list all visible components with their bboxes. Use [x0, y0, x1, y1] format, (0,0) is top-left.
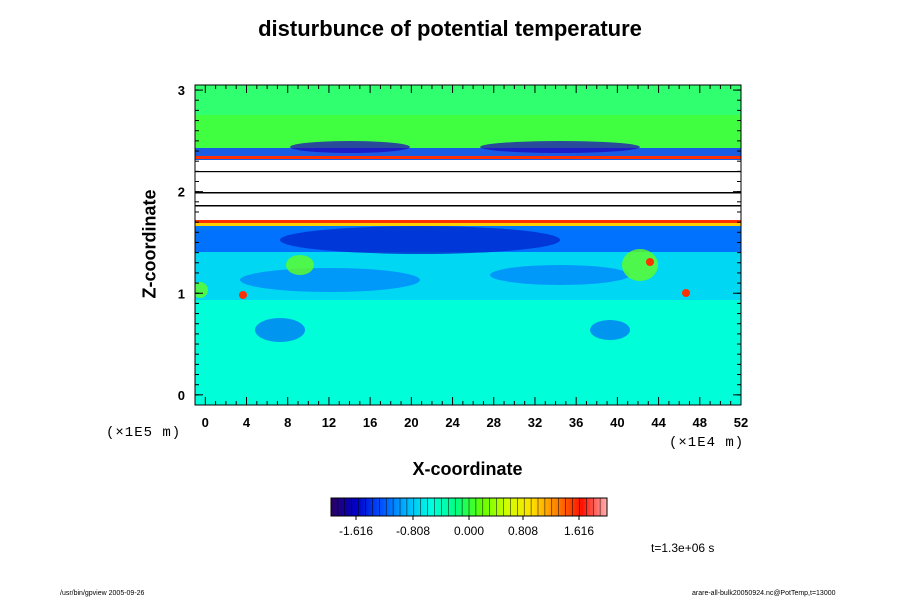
- x-tick-label: 52: [734, 415, 748, 430]
- x-tick-label: 0: [202, 415, 209, 430]
- y-axis-label: Z-coordinate: [139, 189, 160, 299]
- colorbar-tick-label: 0.000: [454, 524, 484, 538]
- footer-source: arare-all-bulk20050924.nc@PotTemp,t=1300…: [692, 590, 836, 597]
- footer-command: /usr/bin/gpview 2005-09-26: [60, 590, 145, 597]
- y-axis: 0 1 2 3: [178, 83, 741, 403]
- plot-frame: [194, 84, 742, 406]
- colorbar-tick-label: 1.616: [564, 524, 594, 538]
- x-tick-label: 40: [610, 415, 624, 430]
- x-tick-label: 16: [363, 415, 377, 430]
- x-tick-label: 44: [651, 415, 666, 430]
- x-axis: 0 4 8 12 16 20 24 28 32 36 40 44 48 52: [202, 85, 748, 430]
- x-tick-label: 28: [487, 415, 501, 430]
- x-tick-label: 12: [322, 415, 336, 430]
- colorbar-tick-label: 0.808: [508, 524, 538, 538]
- x-axis-unit: (×1E4 m): [669, 435, 745, 451]
- colorbar-tick-label: -1.616: [339, 524, 373, 538]
- x-tick-label: 36: [569, 415, 583, 430]
- colorbar-tick-label: -0.808: [396, 524, 430, 538]
- x-tick-label: 20: [404, 415, 418, 430]
- x-tick-label: 8: [284, 415, 291, 430]
- y-tick-label: 1: [178, 286, 185, 301]
- time-label: t=1.3e+06 s: [651, 541, 715, 555]
- y-tick-label: 3: [178, 83, 185, 98]
- x-tick-label: 48: [693, 415, 707, 430]
- x-tick-label: 32: [528, 415, 542, 430]
- y-tick-label: 2: [178, 185, 185, 200]
- y-axis-unit: (×1E5 m): [106, 425, 182, 441]
- x-axis-label: X-coordinate: [412, 459, 523, 479]
- y-tick-label: 0: [178, 388, 185, 403]
- x-tick-label: 24: [445, 415, 460, 430]
- heatmap-field: [195, 85, 741, 405]
- chart-title: disturbunce of potential temperature: [258, 16, 642, 41]
- colorbar: -1.616 -0.808 0.000 0.808 1.616: [330, 497, 608, 538]
- x-tick-label: 4: [243, 415, 251, 430]
